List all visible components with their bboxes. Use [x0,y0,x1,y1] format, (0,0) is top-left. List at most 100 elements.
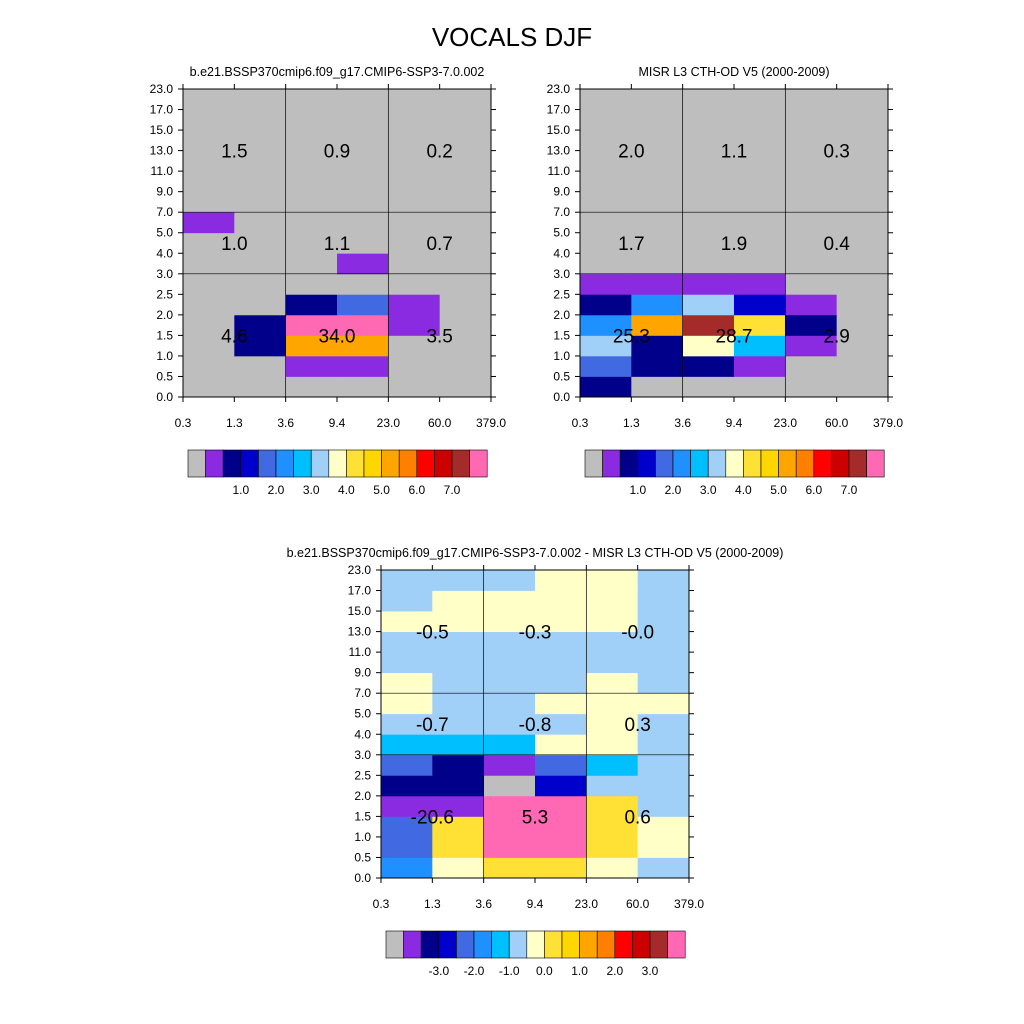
heatmap-cell [183,273,235,295]
heatmap-cell [285,253,338,275]
x-tick-label: 60.0 [825,416,849,430]
colorbar-swatch [310,449,330,478]
colorbar-label: 4.0 [338,483,355,497]
heatmap-cell [734,355,786,377]
heatmap-cell [381,795,433,817]
colorbar-swatch [725,449,744,478]
heatmap-cell [734,273,786,295]
heatmap-cell [535,857,587,879]
heatmap-cell [439,212,492,234]
colorbar-swatch [637,449,656,478]
heatmap-cell [337,89,389,110]
heatmap-cell [785,294,838,316]
heatmap-panel-1: 0.0 0.5 1.0 1.5 2.0 2.5 3.0 4.0 5.0 7.0 9.0 11.0 13.… [150,65,507,497]
heatmap-cell [785,273,838,295]
colorbar-swatch [381,449,400,478]
heatmap-cell [682,191,735,213]
heatmap-cell [734,294,786,316]
colorbar-swatch [813,449,832,478]
cell-annotation: -0.3 [519,623,552,644]
heatmap-cell [631,130,684,151]
heatmap-cell [734,376,786,398]
heatmap-cell [183,314,235,336]
x-tick-label: 3.6 [277,416,294,430]
heatmap-cell [785,253,838,275]
colorbar-swatch [491,930,510,959]
colorbar-label: 3.0 [303,483,320,497]
y-tick-label: 23.0 [348,563,372,577]
heatmap-cell [483,590,536,612]
colorbar-swatch [649,930,668,959]
colorbar-swatch [205,449,224,478]
heatmap-cell [586,734,639,756]
heatmap-cell [631,89,684,110]
heatmap-cell [637,611,690,632]
heatmap-cell [234,150,287,172]
heatmap-cell [234,273,287,295]
heatmap-cell [631,314,684,336]
cell-annotation: 2.9 [823,326,849,347]
heatmap-cell [439,273,492,295]
heatmap-cell [580,212,632,234]
y-tick-label: 0.5 [156,369,173,383]
colorbar-swatch [328,449,347,478]
colorbar-swatch [690,449,709,478]
y-tick-label: 0.0 [354,871,371,885]
cell-annotation: 1.5 [221,142,247,163]
heatmap-cell [483,693,536,715]
heatmap-cell [682,376,735,398]
y-tick-label: 9.0 [156,185,173,199]
heatmap-cell [388,294,441,316]
heatmap-cell [183,355,235,377]
colorbar-swatch [438,930,457,959]
x-tick-label: 60.0 [626,897,650,911]
heatmap-cell [836,294,889,316]
colorbar-swatch [275,449,294,478]
y-tick-label: 2.0 [156,308,173,322]
heatmap-cell [388,89,441,110]
heatmap-cell [439,253,492,275]
heatmap-cell [388,212,441,234]
cell-annotation: 1.7 [618,234,644,255]
x-tick-label: 9.4 [726,416,743,430]
colorbar-swatch [848,449,867,478]
heatmap-cell [483,775,536,797]
heatmap-cell [432,795,485,817]
y-tick-label: 1.0 [354,830,371,844]
colorbar-swatch [778,449,797,478]
y-tick-label: 2.5 [553,287,570,301]
x-tick-label: 0.3 [175,416,192,430]
cell-annotation: 5.3 [522,807,548,828]
heatmap-cell [580,130,632,151]
panel-title: b.e21.BSSP370cmip6.f09_g17.CMIP6-SSP3-7.… [190,65,485,79]
heatmap-cell [535,795,587,817]
heatmap-cell [631,171,684,193]
colorbar-label: -2.0 [464,964,485,978]
heatmap-cell [734,130,786,151]
cell-annotation: 0.9 [324,142,350,163]
colorbar-label: -1.0 [499,964,520,978]
x-tick-label: 3.6 [674,416,691,430]
heatmap-cell [381,611,433,632]
heatmap-cell [631,212,684,234]
panel-title: b.e21.BSSP370cmip6.f09_g17.CMIP6-SSP3-7.… [287,546,784,560]
heatmap-cell [682,335,735,357]
heatmap-cell [586,754,639,776]
cell-annotation: -0.7 [416,715,449,736]
cell-annotation: -20.6 [411,807,454,828]
heatmap-cell [637,775,690,797]
heatmap-cell [183,294,235,316]
heatmap-cell [535,570,587,591]
cell-annotation: 0.2 [426,142,452,163]
heatmap-cell [586,713,639,735]
cell-annotation: 3.5 [426,326,452,347]
heatmap-cell [439,109,492,131]
heatmap-cell [631,273,684,295]
heatmap-cell [285,150,338,172]
cell-annotation: 0.3 [823,142,849,163]
heatmap-cell [388,150,441,172]
heatmap-cell [580,171,632,193]
y-tick-label: 15.0 [547,123,571,137]
heatmap-cell [285,212,338,234]
